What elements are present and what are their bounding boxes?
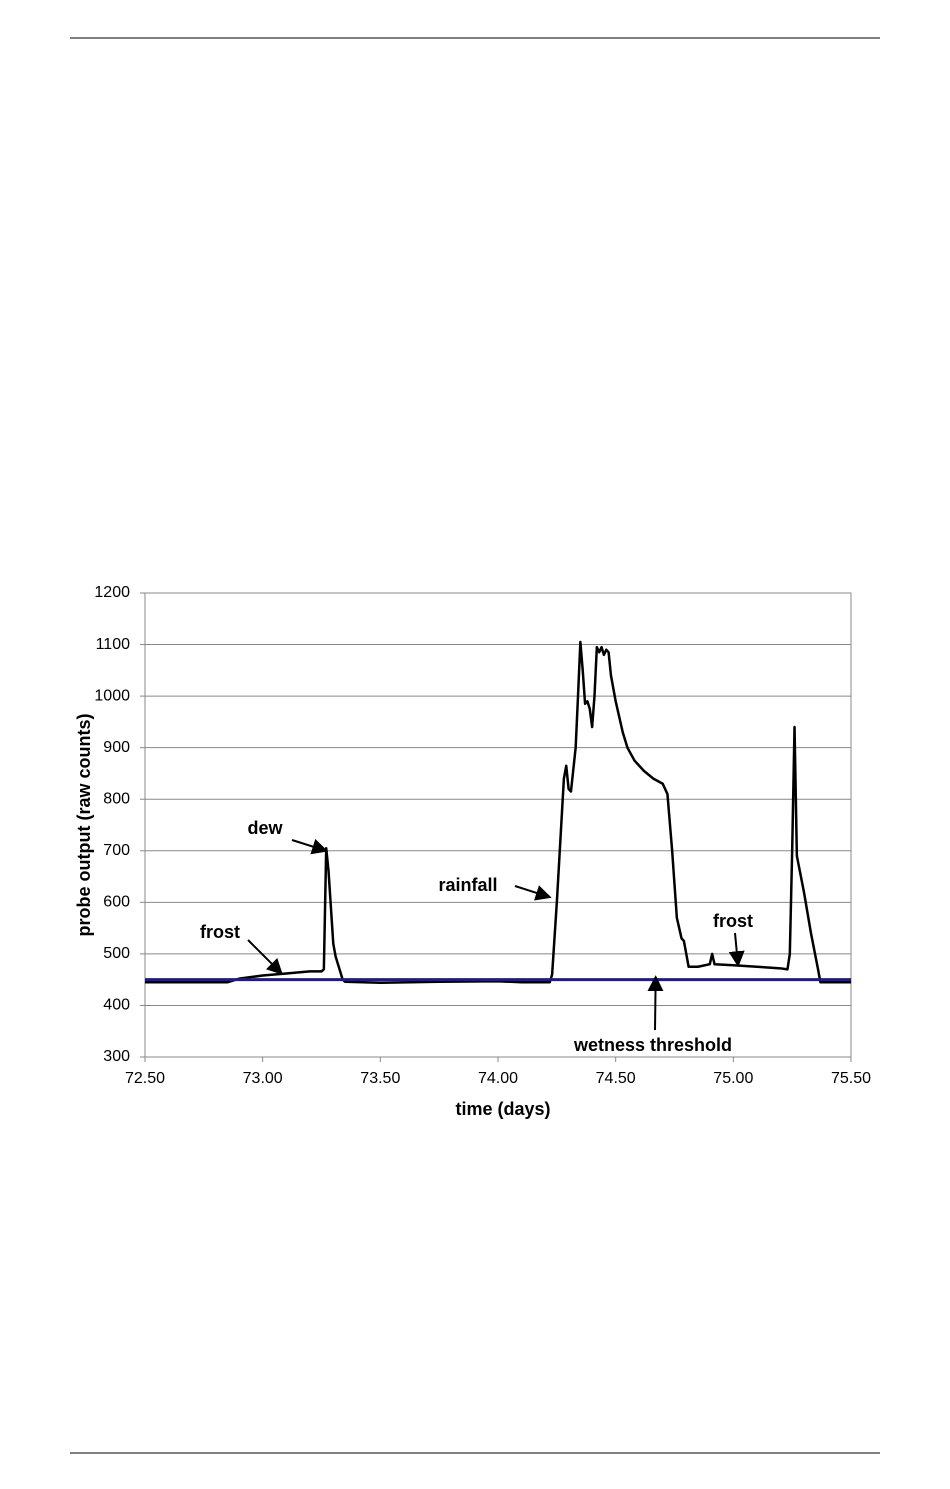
y-tick-label: 800 — [103, 790, 130, 807]
y-tick-label: 500 — [103, 945, 130, 962]
data-line — [145, 640, 851, 985]
x-tick-label: 73.00 — [243, 1070, 283, 1087]
annotation-arrow — [728, 932, 745, 968]
y-tick-label: 600 — [103, 894, 130, 911]
x-axis-title: time (days) — [455, 1099, 550, 1119]
y-tick-label: 700 — [103, 842, 130, 859]
y-tick-label: 1000 — [94, 687, 130, 704]
y-tick-label: 400 — [103, 997, 130, 1014]
y-tick-label: 900 — [103, 739, 130, 756]
y-axis-title: probe output (raw counts) — [74, 714, 94, 937]
x-tick-label: 74.00 — [478, 1070, 518, 1087]
annotation-label: wetness threshold — [573, 1035, 732, 1055]
x-tick-label: 73.50 — [360, 1070, 400, 1087]
annotation-arrow — [291, 838, 329, 855]
y-tick-label: 300 — [103, 1048, 130, 1065]
annotation-arrow — [647, 975, 664, 1031]
annotation-label: frost — [200, 922, 240, 942]
annotation-label: dew — [247, 818, 283, 838]
y-tick-label: 1100 — [96, 636, 131, 653]
y-tick-label: 1200 — [94, 584, 130, 601]
annotation-arrow — [247, 939, 283, 975]
x-tick-label: 75.50 — [831, 1070, 871, 1087]
x-tick-label: 74.50 — [596, 1070, 636, 1087]
annotation-arrow — [514, 885, 552, 901]
x-tick-label: 75.00 — [713, 1070, 753, 1087]
annotation-label: frost — [713, 911, 753, 931]
annotation-label: rainfall — [438, 875, 497, 895]
x-tick-label: 72.50 — [125, 1070, 165, 1087]
